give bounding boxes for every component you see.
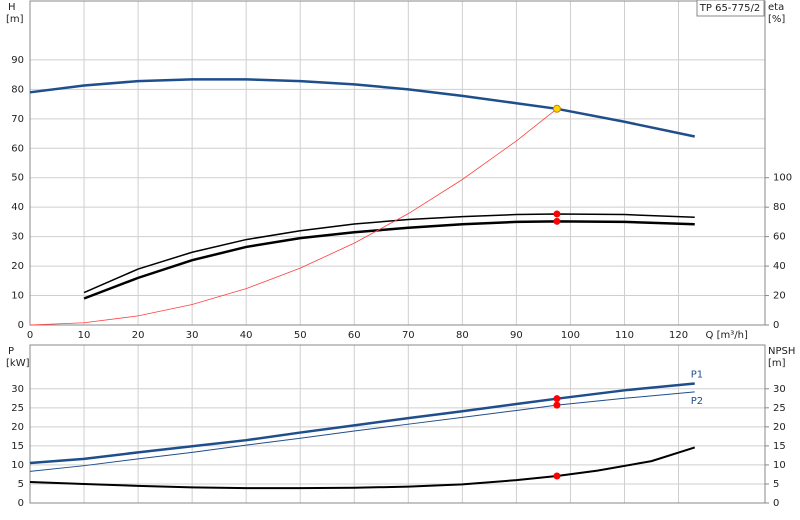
y2-tick-label: 80 <box>773 202 786 213</box>
y2-axis-unit: [m] <box>768 358 786 369</box>
y-tick-label: 70 <box>11 114 24 125</box>
x-tick-label: 50 <box>294 330 307 341</box>
y2-tick-label: 10 <box>773 460 786 471</box>
y-tick-label: 20 <box>11 422 24 433</box>
series-line <box>29 391 695 472</box>
plot-frame <box>29 344 766 504</box>
x-tick-label: 40 <box>240 330 253 341</box>
x-tick-label: 70 <box>402 330 415 341</box>
y-tick-label: 40 <box>11 202 24 213</box>
y2-tick-label: 40 <box>773 261 786 272</box>
series-line <box>29 446 696 490</box>
y-tick-label: 15 <box>11 441 24 452</box>
y2-tick-label: 0 <box>773 320 779 331</box>
y-tick-label: 25 <box>11 403 24 414</box>
operating-point <box>553 395 561 403</box>
x-axis-label: Q [m³/h] <box>706 330 748 341</box>
y2-tick-label: 5 <box>773 479 779 490</box>
y-tick-label: 0 <box>18 320 24 331</box>
series-label: P1 <box>691 369 703 380</box>
y2-axis-label: NPSH <box>768 346 795 357</box>
y2-tick-label: 30 <box>773 384 786 395</box>
operating-point <box>553 210 561 218</box>
x-tick-label: 100 <box>561 330 580 341</box>
y2-axis-unit: [%] <box>768 14 785 25</box>
y2-tick-label: 20 <box>773 291 786 302</box>
y-tick-label: 80 <box>11 84 24 95</box>
x-tick-label: 0 <box>27 330 33 341</box>
y-axis-label: H <box>8 2 16 13</box>
y2-tick-label: 25 <box>773 403 786 414</box>
y-tick-label: 50 <box>11 173 24 184</box>
y2-axis-label: eta <box>768 2 784 13</box>
x-tick-label: 90 <box>510 330 523 341</box>
series-line <box>29 78 695 138</box>
y2-tick-label: 60 <box>773 232 786 243</box>
y-tick-label: 90 <box>11 55 24 66</box>
y-tick-label: 10 <box>11 460 24 471</box>
y2-tick-label: 100 <box>773 173 792 184</box>
y-tick-label: 10 <box>11 291 24 302</box>
y2-tick-label: 0 <box>773 498 779 509</box>
y-axis-label: P <box>8 346 14 357</box>
x-tick-label: 60 <box>348 330 361 341</box>
y-tick-label: 30 <box>11 384 24 395</box>
y-axis-unit: [kW] <box>6 358 30 369</box>
series-label: P2 <box>691 396 703 407</box>
chart-title: TP 65-775/2 <box>699 3 760 14</box>
x-tick-label: 110 <box>615 330 634 341</box>
series-line <box>29 108 558 326</box>
series-line <box>83 220 695 300</box>
operating-point <box>552 104 561 113</box>
operating-point <box>553 401 561 409</box>
y-axis-unit: [m] <box>6 14 24 25</box>
x-tick-label: 30 <box>186 330 199 341</box>
y-tick-label: 0 <box>18 498 24 509</box>
plot-frame <box>29 0 766 326</box>
series-line <box>83 213 695 294</box>
y-tick-label: 20 <box>11 261 24 272</box>
title-box <box>696 0 765 17</box>
x-tick-label: 10 <box>78 330 91 341</box>
x-tick-label: 120 <box>669 330 688 341</box>
y-tick-label: 30 <box>11 232 24 243</box>
series-line <box>29 382 695 465</box>
operating-point <box>553 472 561 480</box>
x-tick-label: 20 <box>132 330 145 341</box>
y-tick-label: 5 <box>18 479 24 490</box>
y2-tick-label: 15 <box>773 441 786 452</box>
x-tick-label: 80 <box>456 330 469 341</box>
operating-point <box>553 217 561 225</box>
y2-tick-label: 20 <box>773 422 786 433</box>
y-tick-label: 60 <box>11 143 24 154</box>
